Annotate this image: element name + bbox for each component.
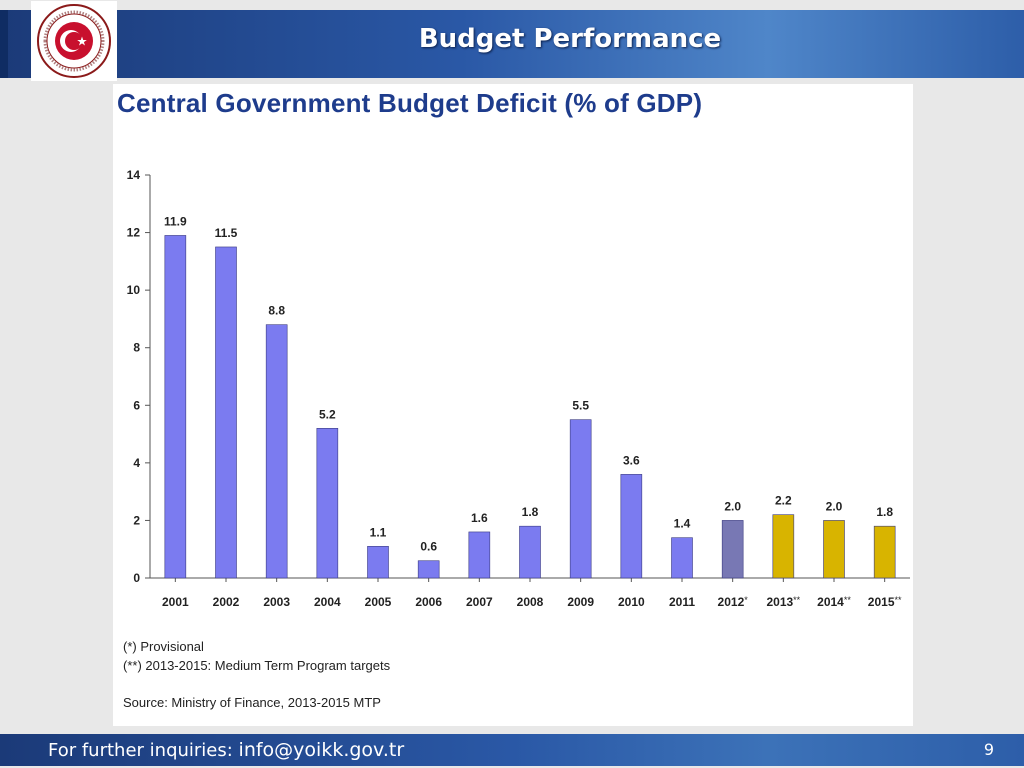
bar xyxy=(620,474,643,579)
bar xyxy=(671,537,693,579)
bar xyxy=(823,520,845,579)
footer-bar: For further inquiries: info@yoikk.gov.tr… xyxy=(0,734,1024,766)
x-tick-label: 2013** xyxy=(766,595,800,609)
footer-contact: For further inquiries: info@yoikk.gov.tr xyxy=(48,739,404,761)
y-tick-label: 8 xyxy=(133,341,140,355)
ministry-seal-icon xyxy=(37,4,111,78)
x-tick-label: 2008 xyxy=(517,595,544,609)
y-tick-label: 0 xyxy=(133,571,140,585)
x-tick-label: 2005 xyxy=(365,595,392,609)
page-number: 9 xyxy=(983,740,994,759)
bar xyxy=(873,525,896,579)
x-tick-label: 2012* xyxy=(718,595,749,609)
data-label: 5.2 xyxy=(319,407,336,421)
data-label: 11.9 xyxy=(164,214,187,228)
bar xyxy=(468,531,491,579)
x-tick-label: 2004 xyxy=(314,595,341,609)
bar-chart: 0 2 4 6 8 10 12 14 2001 2002 2003 2004 2005 2006 2007 2… xyxy=(127,168,910,609)
bar xyxy=(316,428,339,579)
chart-title: Central Government Budget Deficit (% of … xyxy=(117,88,703,118)
footer-label: For further inquiries: xyxy=(48,740,239,761)
bar xyxy=(772,514,795,579)
x-tick-label: 2002 xyxy=(213,595,240,609)
bar xyxy=(215,246,237,579)
data-label: 1.8 xyxy=(522,505,539,519)
bar xyxy=(367,546,389,579)
y-tick-label: 14 xyxy=(127,168,141,182)
header-accent xyxy=(0,10,8,78)
x-tick-label: 2014** xyxy=(817,595,851,609)
ministry-logo xyxy=(31,1,117,81)
data-label: 11.5 xyxy=(215,226,238,240)
x-tick-label: 2010 xyxy=(618,595,645,609)
x-tick-label: 2009 xyxy=(567,595,594,609)
data-label: 1.8 xyxy=(876,505,893,519)
data-label: 3.6 xyxy=(623,453,640,467)
x-tick-label: 2015** xyxy=(868,595,902,609)
bar xyxy=(164,235,187,579)
x-tick-label: 2006 xyxy=(415,595,442,609)
data-label: 1.1 xyxy=(370,525,387,539)
y-tick-label: 10 xyxy=(127,283,141,297)
y-tick-label: 2 xyxy=(133,513,140,527)
bar xyxy=(265,324,288,579)
bar xyxy=(569,419,592,579)
chart-panel: 0 2 4 6 8 10 12 14 2001 2002 2003 2004 2005 2006 2007 2… xyxy=(113,84,913,726)
bar xyxy=(519,525,541,579)
data-label: 0.6 xyxy=(420,540,437,554)
bar xyxy=(721,520,744,579)
note-targets: (**) 2013-2015: Medium Term Program targ… xyxy=(123,658,391,673)
data-label: 1.6 xyxy=(471,511,488,525)
note-source: Source: Ministry of Finance, 2013-2015 M… xyxy=(123,695,381,710)
data-label: 8.8 xyxy=(268,304,285,318)
y-tick-label: 4 xyxy=(133,456,140,470)
y-tick-label: 6 xyxy=(133,398,140,412)
data-label: 1.4 xyxy=(674,517,691,531)
x-tick-label: 2001 xyxy=(162,595,189,609)
data-label: 2.0 xyxy=(826,499,843,513)
y-tick-label: 12 xyxy=(127,226,141,240)
data-label: 2.0 xyxy=(724,499,741,513)
data-label: 2.2 xyxy=(775,494,792,508)
x-tick-label: 2011 xyxy=(669,595,695,609)
x-tick-label: 2007 xyxy=(466,595,493,609)
footer-email-link[interactable]: info@yoikk.gov.tr xyxy=(238,739,405,761)
bar xyxy=(417,560,440,579)
data-label: 5.5 xyxy=(572,399,589,413)
header-bar xyxy=(0,10,1024,78)
note-provisional: (*) Provisional xyxy=(123,639,204,654)
slide-title: Budget Performance xyxy=(418,24,722,54)
x-tick-label: 2003 xyxy=(263,595,290,609)
